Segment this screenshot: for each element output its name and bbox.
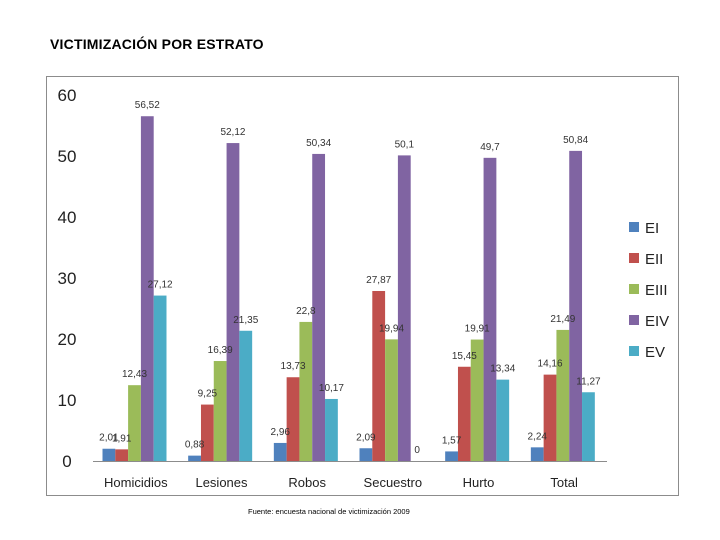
legend-swatch bbox=[629, 284, 639, 294]
bar-ei-5 bbox=[530, 447, 544, 461]
bar-ei-2 bbox=[273, 442, 287, 461]
legend-label: EIII bbox=[645, 282, 668, 299]
data-label: 10,17 bbox=[319, 383, 344, 394]
bar-eii-2 bbox=[286, 377, 300, 461]
bar-eiv-4 bbox=[483, 157, 497, 461]
x-tick-label: Secuestro bbox=[364, 475, 423, 490]
bar-eiii-5 bbox=[556, 329, 570, 461]
x-tick-label: Total bbox=[550, 475, 578, 490]
y-tick-label: 0 bbox=[62, 452, 71, 471]
data-label: 2,24 bbox=[527, 431, 547, 442]
legend-swatch bbox=[629, 222, 639, 232]
data-label: 19,91 bbox=[465, 324, 490, 335]
bar-eiv-0 bbox=[140, 116, 154, 461]
bar-eiii-2 bbox=[299, 321, 313, 461]
bar-eiv-2 bbox=[312, 153, 326, 461]
data-label: 50,34 bbox=[306, 138, 331, 149]
legend-swatch bbox=[629, 315, 639, 325]
data-label: 2,09 bbox=[356, 432, 376, 443]
source-note: Fuente: encuesta nacional de victimizaci… bbox=[248, 507, 410, 516]
data-label: 15,45 bbox=[452, 351, 477, 362]
bar-eii-4 bbox=[457, 366, 471, 461]
x-tick-label: Homicidios bbox=[104, 475, 168, 490]
bar-ev-5 bbox=[582, 392, 595, 461]
bar-ei-3 bbox=[359, 448, 373, 461]
data-label: 50,1 bbox=[395, 139, 415, 150]
bar-ev-4 bbox=[496, 379, 510, 461]
data-label: 49,7 bbox=[480, 142, 500, 153]
y-tick-label: 10 bbox=[58, 391, 77, 410]
bar-eiii-4 bbox=[470, 339, 484, 461]
bar-eiv-1 bbox=[226, 143, 240, 461]
y-tick-label: 20 bbox=[58, 330, 77, 349]
data-label: 11,27 bbox=[576, 376, 601, 387]
data-label: 21,49 bbox=[550, 314, 575, 325]
y-tick-label: 50 bbox=[58, 147, 77, 166]
data-label: 2,96 bbox=[270, 427, 290, 438]
data-label: 56,52 bbox=[135, 100, 160, 111]
legend-swatch bbox=[629, 253, 639, 263]
bar-chart: 0 10 20 30 40 50 60 2,011,91 12,43 56,52 27,12 0,88… bbox=[58, 86, 670, 490]
data-label: 27,12 bbox=[148, 280, 173, 291]
bar-ev-2 bbox=[325, 398, 338, 461]
chart-frame: 0 10 20 30 40 50 60 2,01 1,91 12,43 56,52 27,12 0,88… bbox=[46, 76, 679, 496]
data-label: 0 bbox=[414, 445, 420, 456]
bar-ei-4 bbox=[445, 451, 458, 461]
data-label: 50,84 bbox=[563, 135, 588, 146]
bar-eii-0 bbox=[115, 449, 129, 461]
data-label: 27,87 bbox=[366, 275, 391, 286]
legend-label: EII bbox=[645, 251, 663, 268]
bar-ei-1 bbox=[188, 455, 201, 461]
data-label: 22,8 bbox=[296, 306, 316, 317]
y-tick-label: 30 bbox=[58, 269, 77, 288]
x-tick-label: Lesiones bbox=[195, 475, 248, 490]
data-label: 0,88 bbox=[185, 440, 205, 451]
legend-label: EI bbox=[645, 220, 659, 237]
x-tick-label: Hurto bbox=[463, 475, 495, 490]
bar-eiii-0 bbox=[128, 385, 141, 461]
data-label: 1,91 bbox=[112, 433, 132, 444]
data-label: 9,25 bbox=[198, 389, 218, 400]
legend-label: EIV bbox=[645, 313, 669, 330]
bar-ei-0 bbox=[102, 448, 116, 461]
data-label: 16,39 bbox=[208, 345, 233, 356]
bar-eiii-3 bbox=[385, 339, 398, 461]
bar-eii-5 bbox=[543, 374, 557, 461]
data-label: 13,73 bbox=[281, 361, 306, 372]
data-label: 19,94 bbox=[379, 323, 404, 334]
bar-ev-1 bbox=[239, 330, 253, 461]
data-label: 2,01 bbox=[99, 433, 119, 444]
bar-eiii-1 bbox=[213, 361, 227, 461]
y-tick-label: 60 bbox=[58, 86, 77, 105]
bar-eii-1 bbox=[200, 404, 214, 461]
bar-eii-3 bbox=[372, 290, 386, 461]
data-label: 52,12 bbox=[220, 127, 245, 138]
bar-eiv-5 bbox=[569, 150, 583, 461]
data-label: 12,43 bbox=[122, 369, 147, 380]
data-label: 13,34 bbox=[490, 364, 515, 375]
data-label: 14,16 bbox=[538, 359, 563, 370]
bar-ev-0 bbox=[153, 295, 167, 461]
data-label: 21,35 bbox=[233, 315, 258, 326]
bar-eiv-3 bbox=[397, 155, 411, 461]
y-tick-label: 40 bbox=[58, 208, 77, 227]
data-label: 1,57 bbox=[442, 435, 462, 446]
page-title: VICTIMIZACIÓN POR ESTRATO bbox=[50, 36, 264, 52]
legend-label: EV bbox=[645, 344, 665, 361]
legend-swatch bbox=[629, 346, 639, 356]
x-tick-label: Robos bbox=[288, 475, 326, 490]
